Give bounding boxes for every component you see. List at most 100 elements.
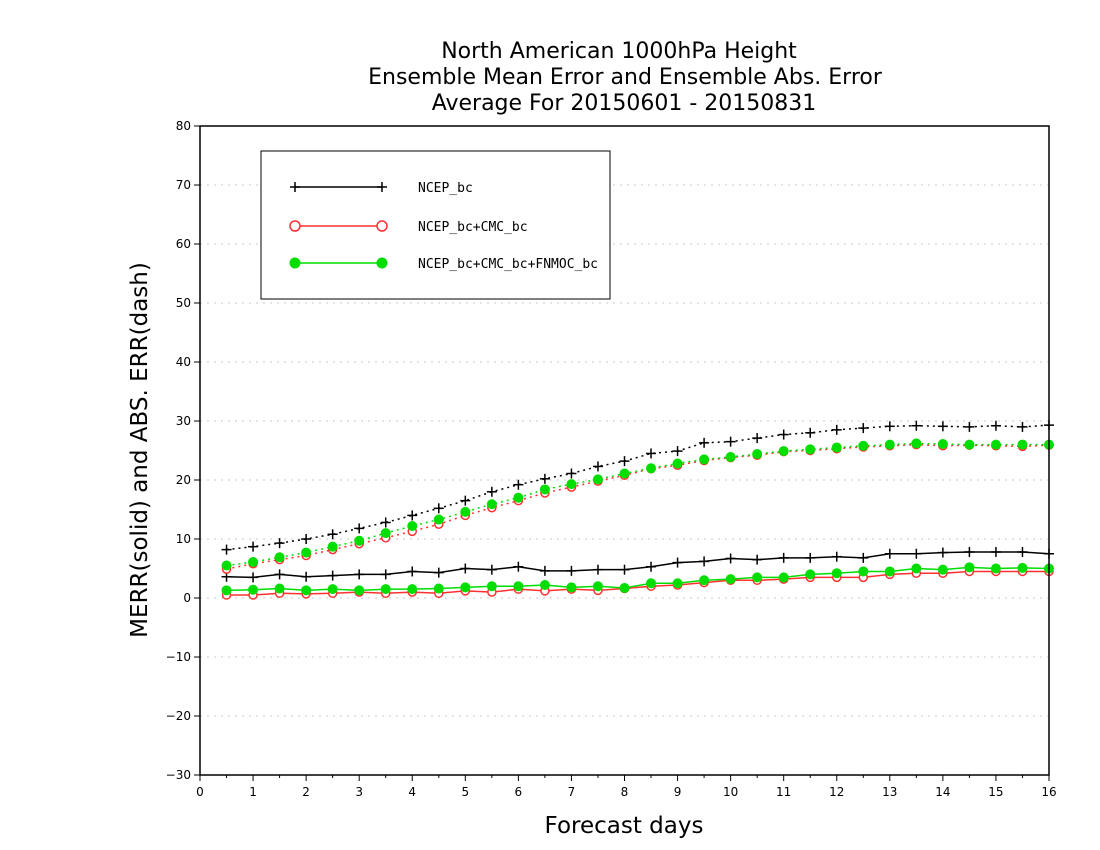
data-point (700, 455, 709, 464)
x-tick-label: 10 (723, 785, 738, 799)
data-point (301, 572, 311, 582)
y-tick-label: −10 (166, 650, 191, 664)
data-point (779, 447, 788, 456)
data-point (647, 579, 656, 588)
data-point (593, 475, 602, 484)
data-point (752, 433, 762, 443)
data-point (355, 586, 364, 595)
data-point (302, 586, 311, 595)
data-point (275, 569, 285, 579)
y-tick-label: 50 (176, 296, 191, 310)
x-tick-label: 14 (935, 785, 950, 799)
x-tick-label: 0 (196, 785, 204, 799)
data-point (1018, 440, 1027, 449)
data-point (1017, 547, 1027, 557)
y-tick-label: 70 (176, 178, 191, 192)
data-point (965, 563, 974, 572)
data-point (859, 567, 868, 576)
data-point (328, 571, 338, 581)
data-point (699, 556, 709, 566)
data-point (726, 575, 735, 584)
data-point (620, 565, 630, 575)
x-tick-label: 4 (408, 785, 416, 799)
data-point (991, 564, 1000, 573)
data-point (753, 573, 762, 582)
data-point (779, 430, 789, 440)
data-point (753, 450, 762, 459)
data-point (222, 545, 232, 555)
data-point (248, 542, 258, 552)
data-point (593, 565, 603, 575)
data-point (805, 428, 815, 438)
data-point (540, 485, 549, 494)
data-point (381, 569, 391, 579)
data-point (381, 585, 390, 594)
data-point (806, 445, 815, 454)
data-point (222, 586, 231, 595)
data-point (938, 421, 948, 431)
data-point (354, 569, 364, 579)
data-point (513, 480, 523, 490)
data-point (779, 553, 789, 563)
data-point (726, 553, 736, 563)
data-point (965, 440, 974, 449)
data-point (377, 258, 387, 268)
legend-label: NCEP_bc+CMC_bc (418, 220, 528, 235)
x-tick-label: 5 (461, 785, 469, 799)
x-tick-label: 6 (515, 785, 523, 799)
data-point (700, 576, 709, 585)
data-point (911, 421, 921, 431)
data-point (460, 564, 470, 574)
data-point (514, 493, 523, 502)
data-point (726, 452, 735, 461)
data-point (567, 480, 576, 489)
data-point (434, 515, 443, 524)
x-tick-label: 16 (1041, 785, 1056, 799)
data-point (514, 582, 523, 591)
data-point (699, 438, 709, 448)
data-point (328, 542, 337, 551)
y-tick-label: 30 (176, 414, 191, 428)
data-point (885, 567, 894, 576)
data-point (779, 573, 788, 582)
data-point (673, 558, 683, 568)
x-tick-label: 13 (882, 785, 897, 799)
data-point (461, 507, 470, 516)
data-point (487, 582, 496, 591)
data-point (275, 584, 284, 593)
x-tick-label: 15 (988, 785, 1003, 799)
data-point (540, 474, 550, 484)
y-tick-label: 60 (176, 237, 191, 251)
data-point (620, 469, 629, 478)
legend-label: NCEP_bc (418, 181, 473, 196)
data-point (407, 510, 417, 520)
data-point (377, 221, 387, 231)
data-point (1017, 422, 1027, 432)
data-point (805, 553, 815, 563)
y-tick-label: −20 (166, 709, 191, 723)
data-point (832, 552, 842, 562)
x-tick-label: 11 (776, 785, 791, 799)
x-axis-label: Forecast days (545, 813, 704, 839)
y-tick-label: 10 (176, 532, 191, 546)
data-point (673, 446, 683, 456)
data-point (460, 496, 470, 506)
data-point (593, 582, 602, 591)
data-point (646, 562, 656, 572)
data-point (911, 549, 921, 559)
data-point (752, 555, 762, 565)
series-layer (222, 420, 1054, 599)
data-point (566, 469, 576, 479)
data-point (991, 421, 1001, 431)
data-point (620, 583, 629, 592)
data-point (434, 503, 444, 513)
data-point (222, 561, 231, 570)
data-point (806, 570, 815, 579)
series-line-abs-err (227, 425, 1049, 549)
data-point (487, 487, 497, 497)
data-point (885, 440, 894, 449)
data-point (408, 522, 417, 531)
data-point (964, 547, 974, 557)
data-point (938, 548, 948, 558)
legend-label: NCEP_bc+CMC_bc+FNMOC_bc (418, 257, 598, 272)
